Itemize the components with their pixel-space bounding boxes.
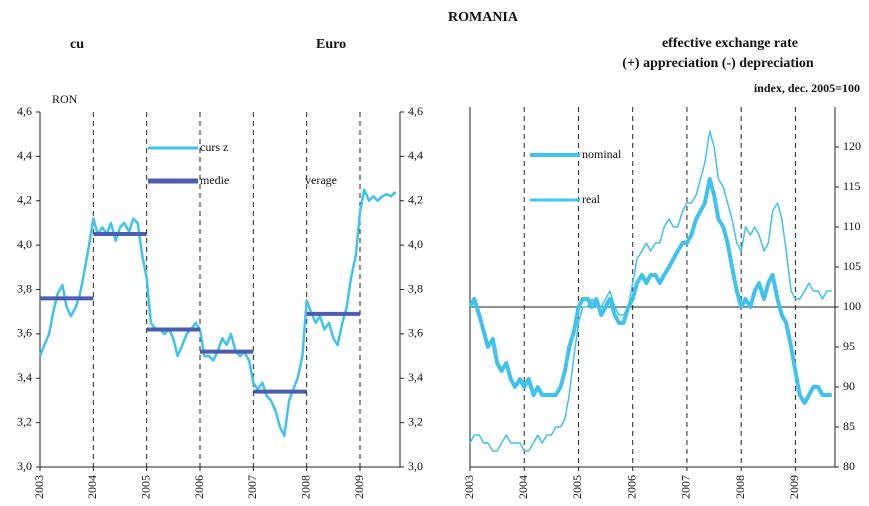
y-tick-label: 85 [843, 419, 855, 433]
x-tick-label: 2006 [192, 475, 206, 499]
y2-tick-label: 3,2 [408, 414, 423, 428]
y-tick-label: 80 [843, 459, 855, 473]
x-tick-label: 2004 [85, 475, 99, 499]
y-tick-label: 3,6 [17, 326, 32, 340]
y2-tick-label: 4,4 [408, 148, 423, 162]
y2-tick-label: 4,0 [408, 237, 423, 251]
y-tick-label: 120 [843, 139, 861, 153]
y-tick-label: 105 [843, 259, 861, 273]
y-tick-label: 4,0 [17, 237, 32, 251]
y2-tick-label: 3,6 [408, 326, 423, 340]
y-tick-label: 4,4 [17, 148, 32, 162]
page-title: ROMANIA [448, 10, 519, 25]
y2-tick-label: 4,2 [408, 193, 423, 207]
y-tick-label: 95 [843, 339, 855, 353]
y-tick-label: 110 [843, 219, 861, 233]
x-tick-label: 2009 [787, 475, 801, 499]
x-tick-label: 2007 [245, 475, 259, 499]
chart-title: Euro [316, 37, 346, 52]
x-tick-label: 2005 [570, 475, 584, 499]
chart-title: (+) appreciation (-) depreciation [622, 56, 814, 71]
x-tick-label: 2008 [298, 475, 312, 499]
y-tick-label: 3,4 [17, 370, 32, 384]
y-tick-label: 4,6 [17, 104, 32, 118]
series-line [469, 130, 832, 452]
y-tick-label: 3,2 [17, 414, 32, 428]
annotation: verage [305, 173, 337, 187]
legend-label: real [582, 192, 601, 206]
y-tick-label: 90 [843, 379, 855, 393]
y-tick-label: 100 [843, 299, 861, 313]
y-tick-label: 115 [843, 179, 861, 193]
x-tick-label: 2003 [32, 475, 46, 499]
y-tick-label: 3,8 [17, 281, 32, 295]
y2-tick-label: 3,4 [408, 370, 423, 384]
x-tick-label: 2003 [462, 475, 476, 499]
legend-label: medie [200, 173, 229, 187]
legend-label: curs z [200, 140, 228, 154]
series-line [468, 177, 832, 405]
x-tick-label: 2009 [352, 475, 366, 499]
x-tick-label: 2004 [516, 475, 530, 499]
y-tick-label: 3,0 [17, 459, 32, 473]
x-tick-label: 2005 [138, 475, 152, 499]
legend-label: nominal [582, 147, 622, 161]
x-tick-label: 2007 [679, 475, 693, 499]
y2-tick-label: 3,0 [408, 459, 423, 473]
axis-label: RON [52, 92, 78, 106]
y2-tick-label: 3,8 [408, 281, 423, 295]
chart-title: cu [70, 37, 84, 52]
y-tick-label: 4,2 [17, 193, 32, 207]
y2-tick-label: 4,6 [408, 104, 423, 118]
x-tick-label: 2008 [733, 475, 747, 499]
x-tick-label: 2006 [624, 475, 638, 499]
chart-title: effective exchange rate [662, 36, 798, 51]
chart-subtitle: index, dec. 2005=100 [754, 81, 860, 95]
